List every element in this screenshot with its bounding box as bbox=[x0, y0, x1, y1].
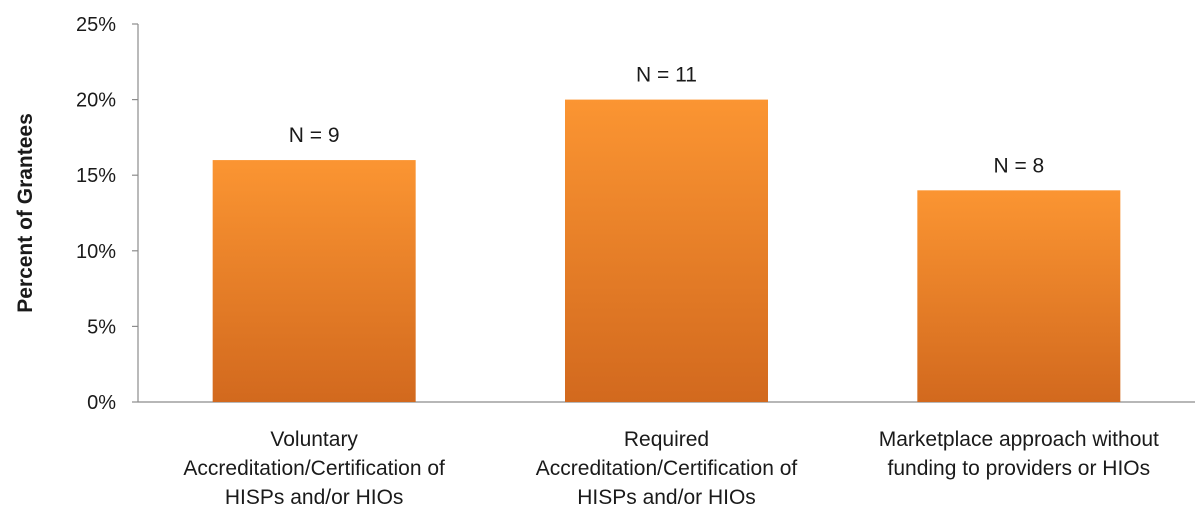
y-tick-label: 5% bbox=[87, 316, 116, 338]
y-tick-label: 10% bbox=[76, 241, 116, 263]
bar-2 bbox=[565, 99, 768, 402]
y-axis-ticks: 0% 5% 10% 15% 20% 25% bbox=[76, 14, 138, 414]
bars bbox=[212, 99, 1121, 402]
y-tick-label: 20% bbox=[76, 90, 116, 112]
y-axis-title: Percent of Grantees bbox=[14, 113, 37, 313]
category-label-3: Marketplace approach without funding to p… bbox=[879, 428, 1159, 480]
category-label-line: HISPs and/or HIOs bbox=[225, 486, 404, 509]
y-tick-label: 0% bbox=[87, 392, 116, 414]
data-label-3: N = 8 bbox=[993, 154, 1044, 177]
data-labels: N = 9 N = 11 N = 8 bbox=[289, 64, 1044, 178]
category-label-line: Accreditation/Certification of bbox=[536, 457, 798, 480]
bar-3 bbox=[917, 190, 1121, 402]
y-tick-label: 15% bbox=[76, 165, 116, 187]
category-label-line: Marketplace approach without bbox=[879, 428, 1159, 451]
category-label-line: funding to providers or HIOs bbox=[888, 457, 1151, 480]
y-axis-title-group: Percent of Grantees bbox=[14, 113, 37, 313]
category-label-1: Voluntary Accreditation/Certification of H… bbox=[183, 428, 445, 509]
bar-1 bbox=[212, 160, 416, 402]
category-label-line: Accreditation/Certification of bbox=[183, 457, 445, 480]
category-label-line: Voluntary bbox=[270, 428, 358, 451]
category-label-line: Required bbox=[624, 428, 709, 451]
category-label-line: HISPs and/or HIOs bbox=[577, 486, 756, 509]
category-labels: Voluntary Accreditation/Certification of H… bbox=[183, 428, 1159, 509]
y-tick-label: 25% bbox=[76, 14, 116, 36]
data-label-2: N = 11 bbox=[636, 64, 697, 87]
data-label-1: N = 9 bbox=[289, 124, 340, 147]
category-label-2: Required Accreditation/Certification of HI… bbox=[536, 428, 798, 509]
